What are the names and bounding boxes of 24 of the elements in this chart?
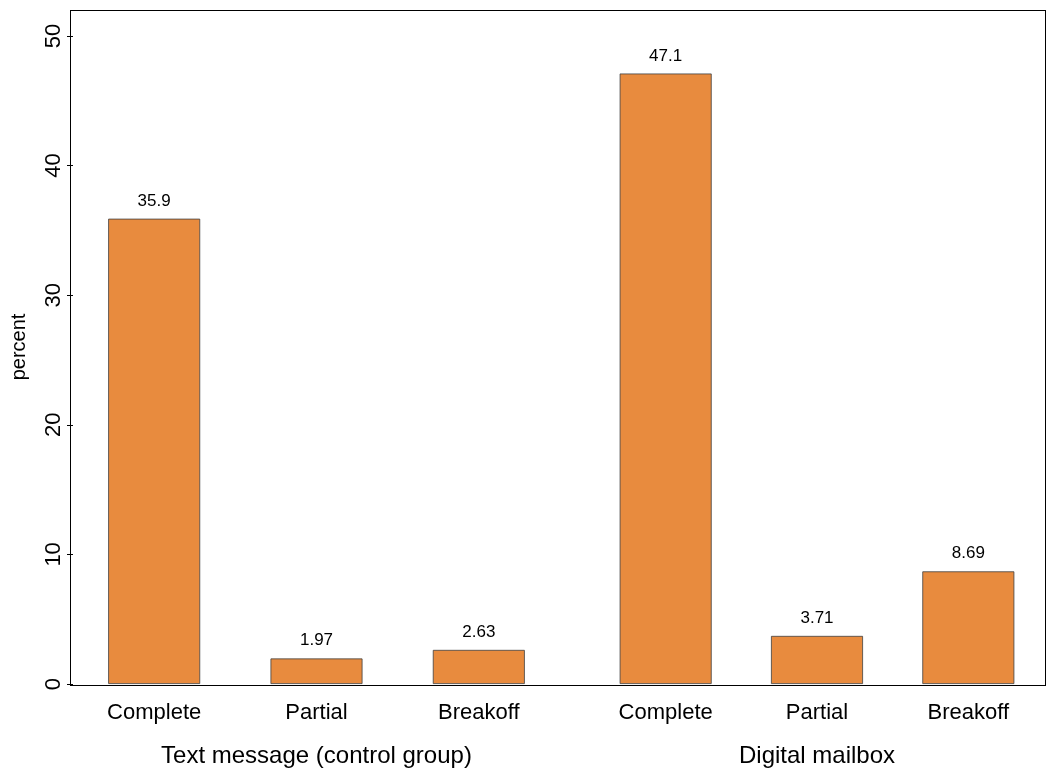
y-tick-label: 40: [39, 153, 65, 178]
x-tick-label: Complete: [107, 698, 202, 724]
data-label: 1.97: [299, 630, 334, 650]
y-tick-label: 0: [39, 677, 65, 691]
x-tick-label: Breakoff: [927, 698, 1010, 724]
bar: [270, 658, 363, 684]
x-tick-label: Complete: [618, 698, 713, 724]
y-tick-label: 30: [39, 282, 65, 308]
x-tick-label: Breakoff: [438, 698, 521, 724]
x-axis-title: Digital mailbox: [738, 740, 896, 768]
y-tick-label: 50: [39, 23, 65, 49]
bar: [108, 218, 201, 684]
data-label: 8.69: [951, 543, 985, 563]
y-tick-label: 10: [39, 542, 65, 567]
bar: [432, 649, 525, 684]
data-label: 3.71: [800, 607, 834, 627]
x-tick-label: Partial: [285, 698, 348, 724]
data-label: 47.1: [649, 45, 683, 65]
y-tick-label: 20: [39, 412, 65, 438]
x-tick-label: Partial: [785, 698, 849, 724]
data-label: 35.9: [137, 190, 171, 210]
y-axis-title: percent: [7, 313, 29, 381]
data-label: 2.63: [462, 621, 496, 641]
x-axis-title: Text message (control group): [161, 740, 472, 768]
